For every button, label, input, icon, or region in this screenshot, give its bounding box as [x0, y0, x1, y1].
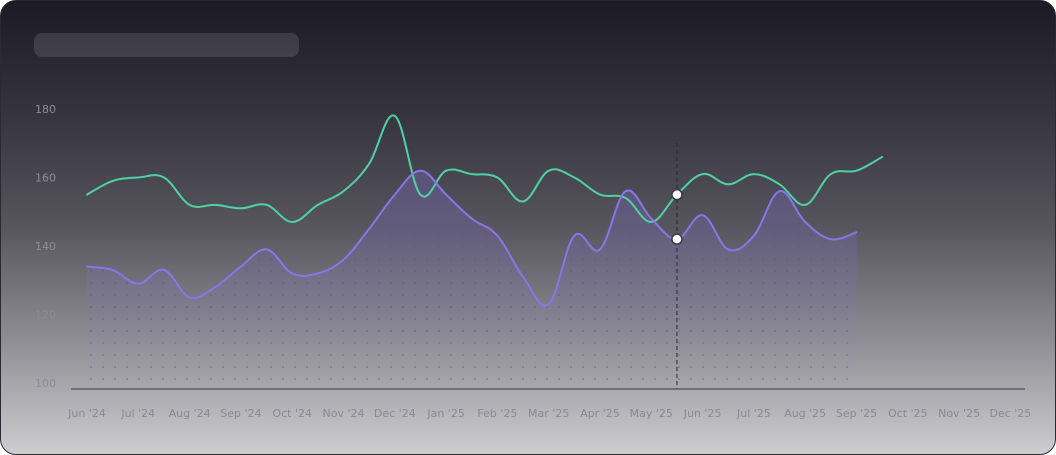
- title-placeholder: [34, 33, 299, 57]
- x-tick-label: Jul '24: [120, 407, 155, 420]
- x-tick-label: Aug '25: [784, 407, 826, 420]
- x-tick-label: Nov '24: [323, 407, 365, 420]
- x-axis: Jun '24 Jul '24 Aug '24 Sep '24 Oct '24 Nov '…: [67, 407, 1031, 420]
- y-tick-label: 100: [35, 377, 56, 390]
- series-lines: [86, 114, 884, 307]
- area-fills: [87, 170, 857, 383]
- x-tick-label: Feb '25: [477, 407, 517, 420]
- hover-markers: [671, 188, 683, 245]
- series-line-green: [86, 114, 884, 223]
- dot-texture: [87, 170, 857, 383]
- x-tick-label: Nov '25: [938, 407, 980, 420]
- x-tick-label: Oct '24: [272, 407, 312, 420]
- x-tick-label: Dec '24: [374, 407, 416, 420]
- x-tick-label: Aug '24: [169, 407, 211, 420]
- x-tick-label: May '25: [630, 407, 673, 420]
- y-axis: 100 120 140 160 180: [35, 103, 56, 390]
- x-tick-label: Jun '25: [683, 407, 722, 420]
- hover-marker-green: [671, 188, 683, 201]
- y-tick-label: 180: [35, 103, 56, 116]
- x-tick-label: Apr '25: [580, 407, 620, 420]
- y-tick-label: 140: [35, 240, 56, 253]
- y-tick-label: 120: [35, 309, 56, 322]
- x-tick-label: Mar '25: [528, 407, 569, 420]
- x-tick-label: Sep '25: [836, 407, 877, 420]
- series-line-purple: [86, 169, 858, 307]
- x-tick-label: Dec '25: [989, 407, 1031, 420]
- x-tick-label: Sep '24: [220, 407, 261, 420]
- y-tick-label: 160: [35, 172, 56, 185]
- x-tick-label: Jul '25: [736, 407, 771, 420]
- x-tick-label: Oct '25: [888, 407, 928, 420]
- x-tick-label: Jan '25: [426, 407, 464, 420]
- x-tick-label: Jun '24: [67, 407, 106, 420]
- hover-marker-purple: [671, 233, 683, 245]
